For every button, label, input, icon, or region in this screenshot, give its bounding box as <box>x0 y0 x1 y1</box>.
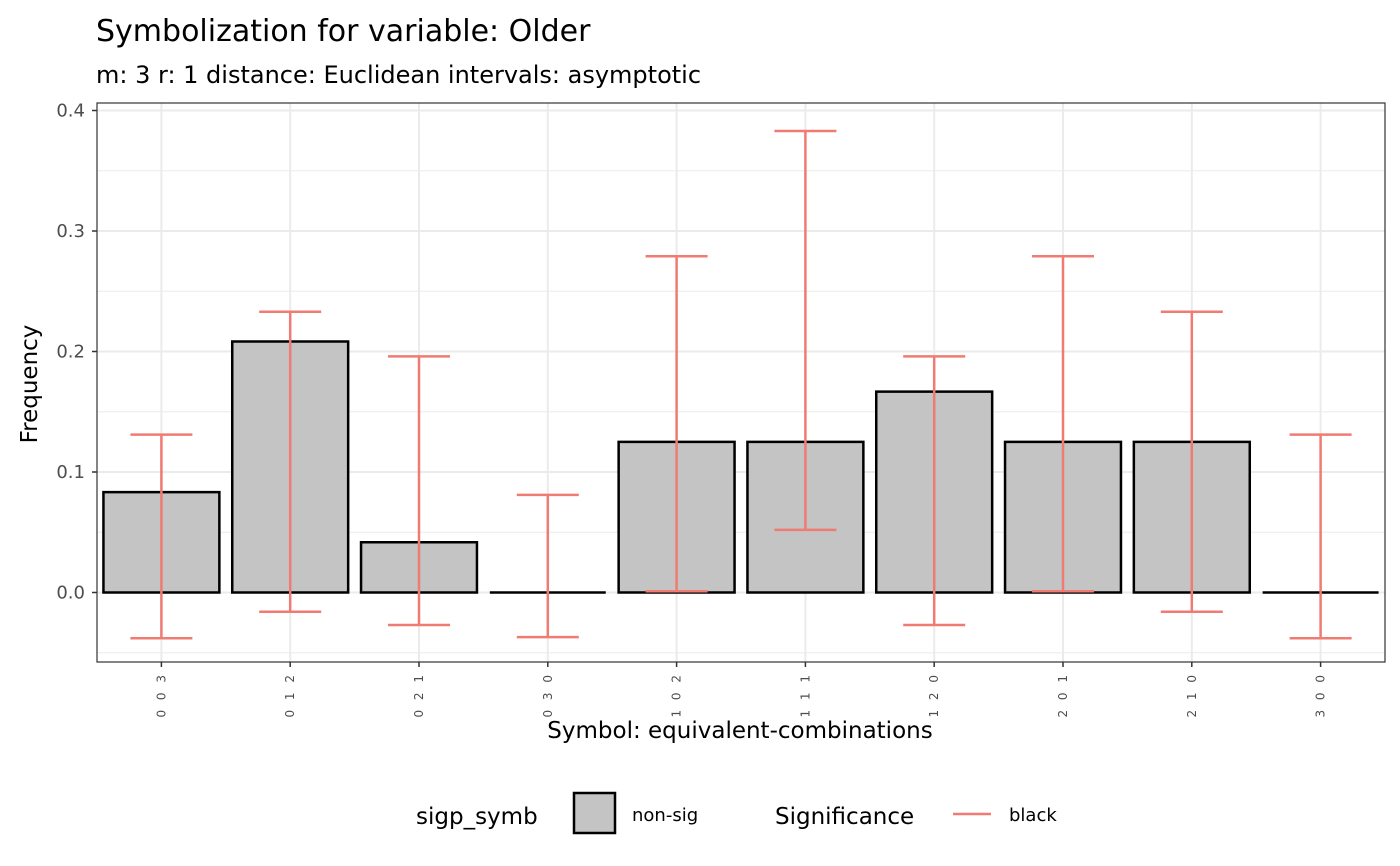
legend-fill-title: sigp_symb <box>416 804 538 830</box>
legend-color-label: black <box>1009 805 1057 826</box>
x-tick-label: 0 2 1 <box>412 672 426 718</box>
error-bars <box>130 129 1352 640</box>
chart-title: Symbolization for variable: Older <box>96 14 591 49</box>
x-tick-label: 1 2 0 <box>927 672 941 718</box>
x-tick-label: 1 1 1 <box>798 672 812 718</box>
x-tick-label: 1 0 2 <box>670 672 684 718</box>
error-bar <box>1160 310 1223 614</box>
error-bar <box>1032 255 1094 593</box>
y-tick-label: 0.0 <box>56 583 85 604</box>
x-tick-label: 2 1 0 <box>1185 672 1199 718</box>
y-axis-title: Frequency <box>17 325 43 444</box>
error-bar <box>130 433 193 640</box>
error-bar <box>903 355 966 627</box>
error-bar <box>645 255 708 593</box>
x-tick-label: 0 1 2 <box>283 672 297 718</box>
error-bar <box>516 493 579 639</box>
bars <box>102 340 1379 594</box>
y-tick-label: 0.2 <box>56 342 85 363</box>
error-bar <box>774 129 837 532</box>
x-tick-label: 3 0 0 <box>1314 672 1328 718</box>
x-tick-label: 0 0 3 <box>154 672 168 718</box>
error-bar <box>388 355 450 627</box>
error-bar <box>259 310 322 614</box>
x-tick-label: 0 3 0 <box>541 672 555 718</box>
error-bar <box>1289 433 1352 640</box>
y-tick-label: 0.1 <box>56 462 85 483</box>
y-axis: 0.0 0.1 0.2 0.3 0.4 <box>56 101 97 604</box>
y-tick-label: 0.4 <box>56 101 85 122</box>
x-axis: 0 0 3 0 1 2 0 2 1 0 3 0 1 0 2 1 1 1 1 2 0 2 0 1… <box>154 662 1328 718</box>
x-axis-title: Symbol: equivalent-combinations <box>547 718 932 744</box>
y-tick-label: 0.3 <box>56 221 85 242</box>
chart-subtitle: m: 3 r: 1 distance: Euclidean intervals:… <box>96 61 701 89</box>
legend-fill-key <box>572 791 617 835</box>
x-tick-label: 2 0 1 <box>1056 672 1070 718</box>
plot-panel-border <box>96 102 1386 663</box>
legend-fill-label: non-sig <box>632 805 698 826</box>
legend-color-title: Significance <box>775 804 914 830</box>
legend: sigp_symb non-sig Significance black <box>416 791 1057 835</box>
